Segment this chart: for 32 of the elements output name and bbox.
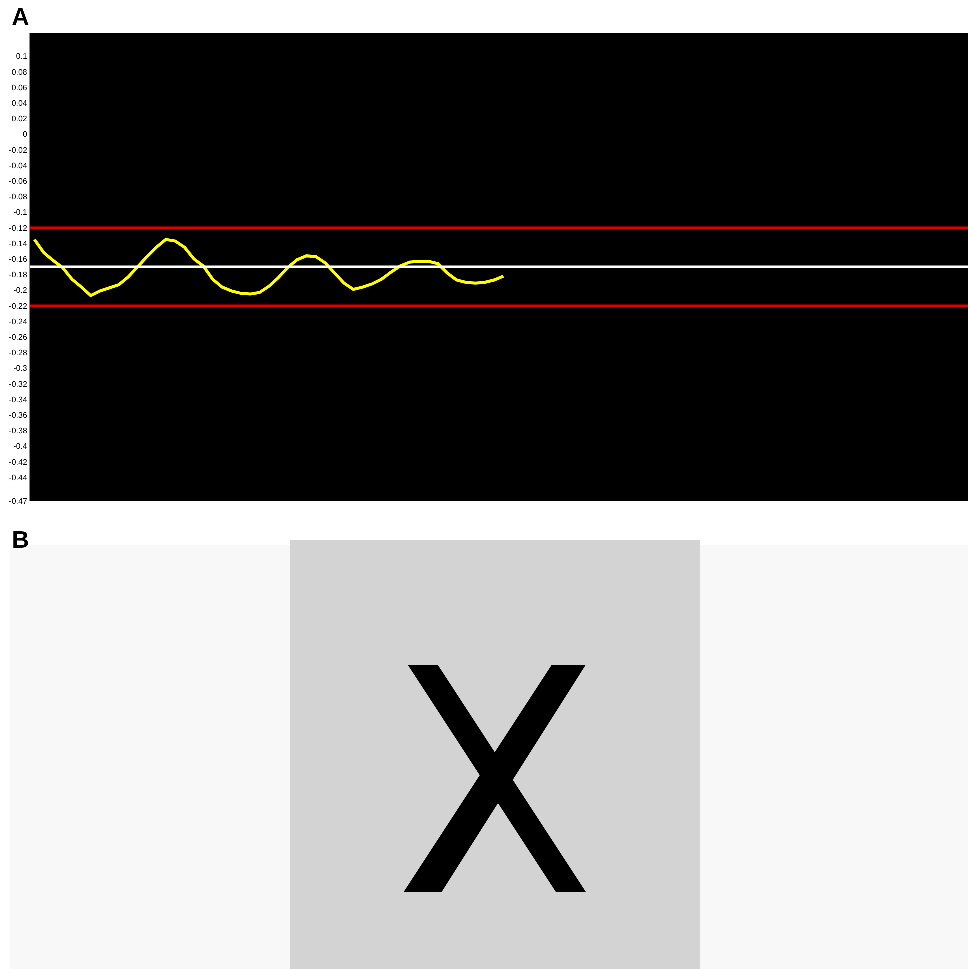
y-tick-label: -0.08 <box>9 192 28 202</box>
y-tick-label: 0 <box>22 130 28 140</box>
y-tick-label: -0.12 <box>9 224 28 233</box>
y-tick-label: -0.34 <box>9 395 28 404</box>
y-tick-label: 0.06 <box>12 83 28 92</box>
text: A <box>12 4 30 32</box>
y-tick-label: -0.1 <box>14 208 28 218</box>
y-tick-label: -0.3 <box>14 364 28 374</box>
y-tick-label: -0.47 <box>9 496 28 506</box>
line-series <box>33 238 506 298</box>
y-tick-label: -0.44 <box>9 473 28 482</box>
y-tick-label: -0.14 <box>9 239 28 248</box>
y-tick-label: -0.04 <box>9 161 28 170</box>
y-tick-label: 0.08 <box>12 68 28 77</box>
y-tick-label: -0.18 <box>9 270 28 280</box>
y-tick-label: -0.38 <box>9 426 28 436</box>
y-tick-label: -0.16 <box>9 255 28 264</box>
y-tick-label: -0.24 <box>9 317 28 326</box>
y-tick-label: -0.06 <box>9 177 28 186</box>
y-tick-label: -0.4 <box>14 442 28 452</box>
y-tick-label: -0.36 <box>9 411 28 420</box>
y-tick-label: -0.2 <box>14 286 28 296</box>
y-tick-label: -0.28 <box>9 348 28 358</box>
y-tick-label: -0.32 <box>9 380 28 389</box>
text: B <box>12 527 30 555</box>
y-tick-label: 0.04 <box>12 99 28 108</box>
y-tick-label: 0.1 <box>16 52 28 62</box>
y-tick-label: -0.02 <box>9 146 28 155</box>
y-tick-label: -0.22 <box>9 302 28 311</box>
y-tick-label: -0.26 <box>9 333 28 342</box>
y-tick-label: -0.42 <box>9 458 28 467</box>
y-tick-label: 0.02 <box>12 114 28 124</box>
